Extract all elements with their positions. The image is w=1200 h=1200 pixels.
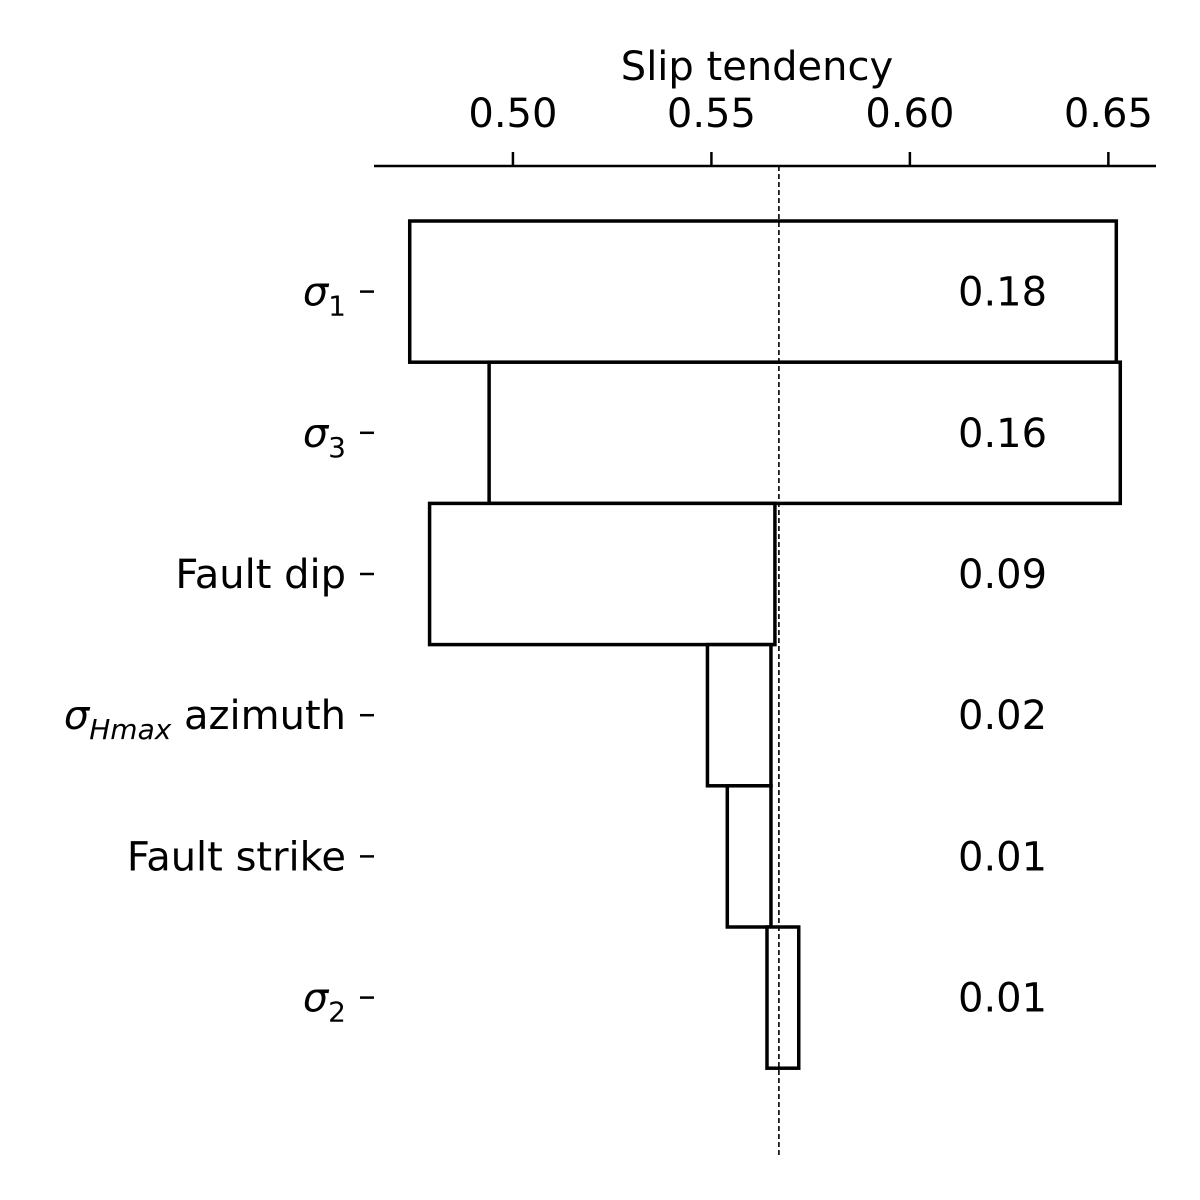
value-label-sigma3: 0.16	[958, 411, 1047, 457]
x-tick-label: 0.60	[865, 91, 954, 137]
bars-group	[407, 219, 1123, 1070]
category-subscript: 2	[328, 996, 346, 1029]
category-text: Fault dip	[175, 552, 346, 598]
x-axis-ticks: 0.50 0.55 0.60 0.65	[468, 91, 1153, 166]
x-axis-title: Slip tendency	[621, 44, 893, 90]
category-subscript: 3	[328, 431, 346, 464]
y-tick-label-sigma2: σ2	[303, 976, 346, 1029]
bar-sigma2	[765, 925, 801, 1070]
y-tick-label-sigma1: σ1	[303, 270, 346, 323]
category-symbol: σ	[303, 411, 330, 457]
category-subscript: 1	[328, 290, 346, 323]
category-symbol: σ	[64, 693, 91, 739]
y-tick-label-fault-dip: Fault dip	[175, 552, 346, 598]
category-subscript: Hmax	[89, 713, 171, 746]
bar-shmax-azimuth	[705, 642, 773, 788]
bar-sigma3	[487, 360, 1123, 506]
bar-sigma1	[407, 219, 1119, 364]
x-tick-label: 0.65	[1064, 91, 1153, 137]
value-labels: 0.18 0.16 0.09 0.02 0.01 0.01	[958, 270, 1047, 1022]
value-label-fault-strike: 0.01	[958, 834, 1047, 880]
category-symbol: σ	[303, 270, 330, 316]
category-symbol: σ	[303, 976, 330, 1022]
category-text: Fault strike	[127, 834, 346, 880]
value-label-sigma1: 0.18	[958, 270, 1047, 316]
y-tick-label-sigma3: σ3	[303, 411, 346, 464]
x-tick-label: 0.55	[667, 91, 756, 137]
y-tick-label-shmax-azimuth: σHmax azimuth	[64, 693, 346, 746]
bar-fault-dip	[427, 501, 777, 647]
y-tick-label-fault-strike: Fault strike	[127, 834, 346, 880]
bar-fault-strike	[725, 784, 773, 929]
value-label-fault-dip: 0.09	[958, 552, 1047, 598]
category-text: azimuth	[171, 693, 346, 739]
x-tick-label: 0.50	[468, 91, 557, 137]
value-label-sigma2: 0.01	[958, 976, 1047, 1022]
value-label-shmax-azimuth: 0.02	[958, 693, 1047, 739]
